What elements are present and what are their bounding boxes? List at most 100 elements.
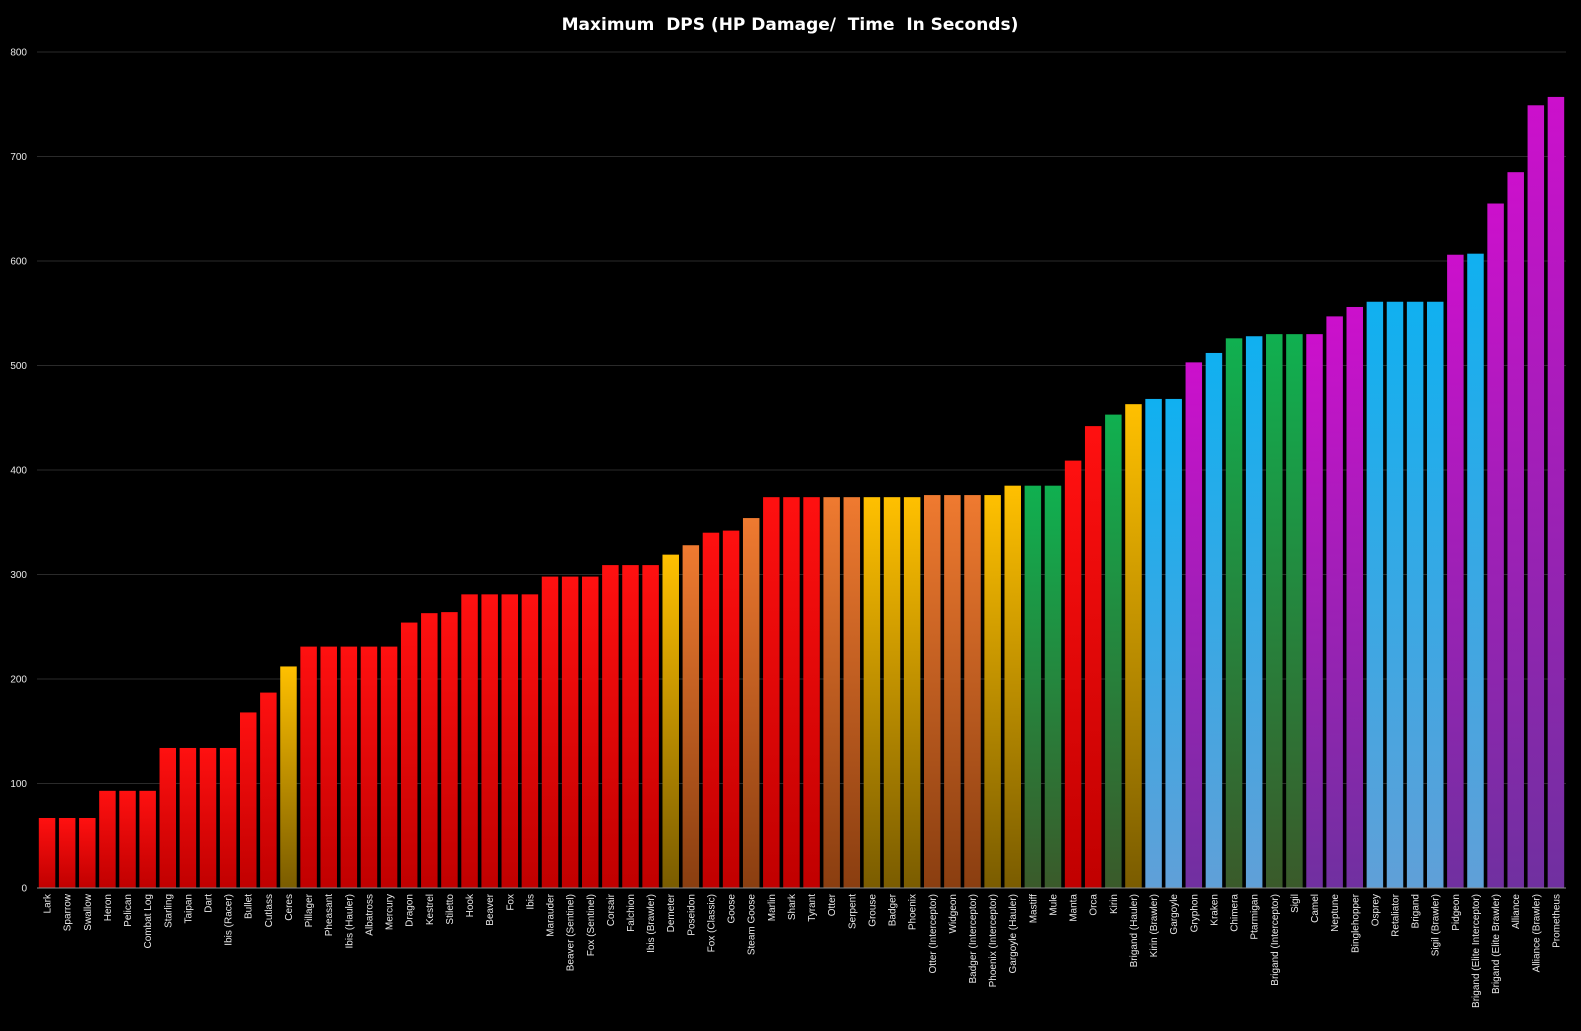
bar [1286,334,1303,888]
bar [521,594,539,888]
bar [1487,203,1504,888]
x-tick-label: Otter (Interceptor) [928,894,939,973]
x-tick-label: Fox [505,894,516,911]
x-tick-label: Goose [727,894,738,924]
x-tick-label: Mule [1048,894,1059,916]
bar [1366,301,1384,888]
y-tick-label: 400 [10,466,27,477]
bar [1225,338,1243,889]
x-tick-label: Gryphon [1189,894,1200,932]
bar [79,817,96,888]
bar [1447,254,1464,889]
bar [380,646,398,888]
x-tick-label: Stiletto [445,894,456,925]
bar [1004,485,1021,888]
x-tick-label: Alliance (Brawler) [1531,894,1542,972]
bar [883,497,901,888]
x-tick-label: Brigand (Interceptor) [1270,894,1281,986]
x-tick-label: Neptune [1330,894,1341,932]
x-tick-label: Osprey [1370,894,1381,926]
x-tick-label: Marauder [546,893,557,936]
bar [360,646,378,888]
bar [219,747,237,888]
x-tick-label: Combat Log [143,894,154,948]
bar [481,594,498,888]
x-tick-label: Brigand (Hauler) [1129,894,1140,967]
bar [1547,96,1565,889]
x-tick-label: Brigand (Elite Brawler) [1491,894,1502,994]
x-tick-label: Tyrant [807,894,818,922]
x-tick-label: Kirin (Brawler) [1149,894,1160,957]
bar [702,532,720,888]
x-tick-label: Pillager [304,893,315,927]
x-tick-label: Manta [1069,894,1080,922]
x-axis-ticks: Lark Sparrow Swallow Heron Pelican Combat Log… [43,893,1563,1008]
y-tick-label: 500 [10,361,27,372]
bar [863,497,881,888]
bar [622,565,639,888]
x-tick-label: Badger (Interceptor) [968,894,979,984]
bar [823,497,840,888]
bar [199,747,217,888]
bar [1346,306,1364,889]
x-tick-label: Sparrow [63,893,74,931]
bar [541,576,559,888]
bar [924,495,941,888]
x-tick-label: Otter [827,893,838,916]
bar [843,497,861,888]
x-tick-label: Sigil [1290,894,1301,913]
bar [763,497,780,888]
bar [1467,253,1484,888]
bar [239,712,257,888]
bar [1245,336,1263,888]
bar [400,622,418,888]
x-tick-label: Prometheus [1551,894,1562,948]
x-tick-label: Brigand (Elite Interceptor) [1471,894,1482,1008]
x-tick-label: Fox (Sentinel) [586,894,597,956]
x-tick-label: Phoenix (Interceptor) [988,894,999,987]
bar [260,692,277,888]
x-tick-label: Kestrel [425,894,436,925]
y-tick-label: 200 [10,675,27,686]
x-tick-label: Ptarmigan [1250,894,1261,940]
bar [722,530,740,888]
bar [1145,398,1162,888]
x-tick-label: Corsair [606,893,617,926]
x-tick-label: Ibis (Racer) [224,894,235,946]
bar [1266,334,1283,888]
x-tick-label: Hook [465,893,476,917]
x-tick-label: Ceres [284,894,295,921]
bar [1084,426,1102,888]
bar [441,612,458,888]
bar [340,646,358,888]
bar [179,747,197,888]
x-tick-label: Gargoyle [1169,894,1180,935]
bar [1507,172,1524,888]
x-tick-label: Lark [43,893,54,913]
x-tick-label: Steam Goose [747,894,758,956]
x-tick-label: Pidgeon [1451,894,1462,931]
x-tick-label: Swallow [83,893,94,930]
x-tick-label: Heron [103,894,114,921]
bar [38,817,56,888]
x-tick-label: Orca [1089,894,1100,916]
bar [139,790,156,888]
y-tick-label: 0 [21,884,27,895]
bar [300,646,317,888]
bar [1406,301,1424,888]
x-tick-label: Chimera [1230,894,1241,932]
y-tick-label: 100 [10,779,27,790]
bar [1105,414,1122,888]
y-tick-label: 300 [10,570,27,581]
x-tick-label: Camel [1310,894,1321,923]
x-tick-label: Ibis [525,894,536,910]
x-tick-label: Gargoyle (Hauler) [1008,894,1019,973]
bar [783,497,800,888]
chart-title: Maximum DPS (HP Damage/ Time In Seconds) [562,15,1019,35]
bar [1044,485,1062,888]
bar [501,594,519,888]
bar [1326,316,1343,888]
x-tick-label: Beaver [485,893,496,925]
x-tick-label: Beaver (Sentinel) [566,894,577,971]
